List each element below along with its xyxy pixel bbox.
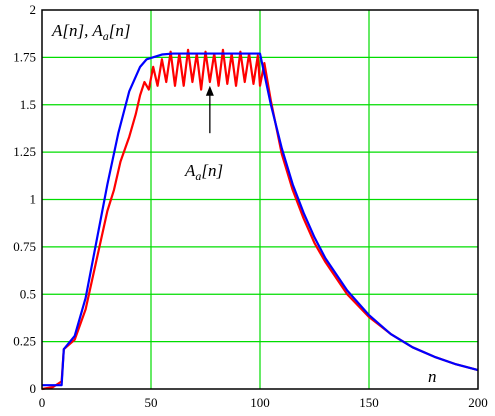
- annotation-label-rest: [n]: [201, 161, 223, 180]
- annotation-arrow-head: [205, 85, 214, 96]
- y-axis-label-bracket-1: [n],: [62, 21, 92, 40]
- series-line-red: [41, 48, 479, 391]
- x-tick-label: 100: [250, 395, 270, 410]
- y-tick-label: 0.25: [13, 334, 36, 349]
- y-tick-label: 1.5: [20, 97, 36, 112]
- plot-frame: [41, 9, 479, 390]
- y-tick-label: 0.75: [13, 239, 36, 254]
- y-tick-label: 2: [30, 2, 37, 17]
- y-axis-label-bracket-2: [n]: [109, 21, 131, 40]
- y-axis-label-main-1: A: [51, 21, 63, 40]
- annotation-label-sub: a: [195, 169, 201, 183]
- annotation-label: Aa[n]: [184, 161, 223, 183]
- y-tick-label: 1.25: [13, 144, 36, 159]
- y-tick-label: 1.75: [13, 49, 36, 64]
- y-axis-label-sub-2: a: [103, 29, 109, 43]
- y-tick-label: 0: [30, 381, 37, 396]
- y-axis-label: A[n], Aa[n]: [51, 21, 130, 43]
- y-tick-label: 1: [30, 192, 37, 207]
- series-line-blue: [42, 52, 479, 387]
- x-tick-label: 150: [359, 395, 379, 410]
- y-axis-label-main-2: A: [91, 21, 103, 40]
- tick-labels: 0 50 100 150 200 0 0.25 0.5 0.75 1 1.25 1.5 1.75 2: [13, 2, 488, 410]
- series-layer: [41, 48, 479, 391]
- x-tick-label: 0: [39, 395, 46, 410]
- annotation-label-main: A: [184, 161, 196, 180]
- x-axis-label: n: [428, 367, 437, 386]
- x-tick-label: 50: [145, 395, 158, 410]
- x-tick-label: 200: [468, 395, 488, 410]
- y-tick-label: 0.5: [20, 286, 36, 301]
